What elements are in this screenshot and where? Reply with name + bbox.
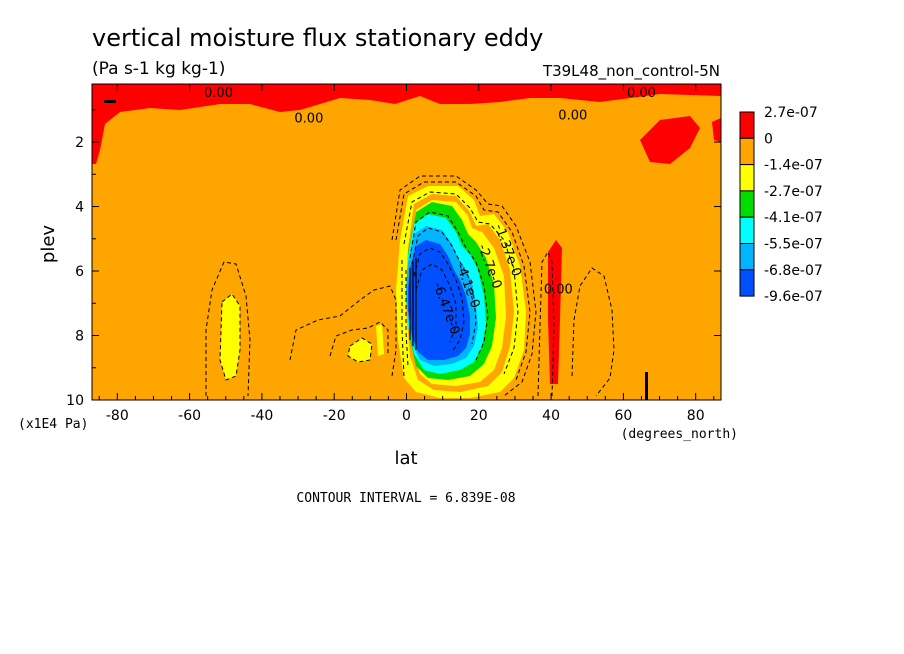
- contour-line-inner-1: [403, 191, 519, 375]
- red-strip-40n: [548, 240, 562, 384]
- colorbar: 2.7e-07 0 -1.4e-07 -2.7e-07 -4.1e-07 -5.5e-07…: [739, 105, 823, 305]
- red-region-top-right: [640, 116, 700, 164]
- x-tick-label: -40: [250, 408, 273, 424]
- y-axis-units: (x1E4 Pa): [18, 417, 88, 432]
- contour-line-outer-2: [395, 181, 531, 381]
- contour-label: 0.00: [204, 86, 233, 101]
- yellow-blob-10s: [347, 337, 373, 363]
- chart-title: vertical moisture flux stationary eddy: [92, 24, 543, 52]
- contour-line-right-1: [571, 267, 615, 397]
- run-label: T39L48_non_control-5N: [542, 62, 720, 81]
- contour-line-inner-2: [409, 211, 489, 361]
- dense-contours: [409, 258, 417, 350]
- x-tick-label: 0: [402, 408, 411, 424]
- yellow-blob-2s: [376, 324, 384, 356]
- contour-line-left-3: [329, 321, 389, 357]
- y-tick-label: 4: [75, 200, 84, 216]
- top-left-dash: [104, 100, 116, 103]
- contour-label: 0.00: [558, 108, 587, 123]
- contour-line-center-left: [401, 260, 405, 377]
- colorbar-swatch: [739, 269, 755, 297]
- colorbar-swatch: [739, 243, 755, 271]
- contour-line-left-1: [205, 261, 251, 397]
- y-axis: 2 4 6 8 10: [66, 109, 721, 409]
- y-tick-label: 10: [66, 393, 84, 409]
- contour-line-inner-4: [413, 247, 465, 353]
- colorbar-label: 0: [764, 131, 773, 147]
- contour-line-right-2: [537, 250, 555, 397]
- dashed-contours: [205, 175, 615, 397]
- colorbar-swatch: [739, 137, 755, 166]
- colorbar-label: -6.8e-07: [764, 263, 823, 279]
- contour-line-left-2: [289, 285, 397, 377]
- x-tick-label: -20: [323, 408, 346, 424]
- colorbar-swatch: [739, 111, 755, 139]
- colorbar-label: -9.6e-07: [764, 289, 823, 305]
- x-tick-label: 20: [470, 408, 488, 424]
- contour-line-center-left-2: [405, 270, 409, 367]
- y-tick-label: 6: [75, 264, 84, 280]
- contour-label: 0.00: [294, 112, 323, 127]
- red-region-top: [92, 84, 721, 164]
- x-tick-label: 80: [687, 408, 705, 424]
- x-axis: -80 -60 -40 -20 0 20 40 60 80: [98, 84, 715, 424]
- contour-interval: CONTOUR INTERVAL = 6.839E-08: [296, 491, 515, 506]
- colorbar-label: -2.7e-07: [764, 184, 823, 200]
- colorbar-swatch: [739, 164, 755, 192]
- x-tick-label: -80: [106, 408, 129, 424]
- colorbar-label: -5.5e-07: [764, 237, 823, 253]
- yellow-blob-50s: [219, 293, 241, 381]
- x-axis-label: lat: [394, 448, 417, 469]
- contour-line-inner-3: [411, 227, 477, 345]
- colorbar-label: -1.4e-07: [764, 158, 823, 174]
- contour-line-outer: [391, 175, 537, 397]
- y-tick-label: 8: [75, 329, 84, 345]
- units-label: (Pa s-1 kg kg-1): [92, 59, 225, 79]
- x-tick-label: 40: [542, 408, 560, 424]
- colorbar-swatch: [739, 216, 755, 244]
- red-region-edge: [712, 118, 721, 142]
- colorbar-label: 2.7e-07: [764, 105, 818, 121]
- contour-label: 0.00: [544, 283, 573, 298]
- y-axis-label: plev: [38, 225, 59, 264]
- colorbar-label: -4.1e-07: [764, 210, 823, 226]
- plot-area: 0.000.00 0.000.000.00-1.37e-0-2.7e-0-4.1e…: [92, 84, 721, 400]
- x-tick-label: -60: [178, 408, 201, 424]
- x-tick-label: 60: [614, 408, 632, 424]
- x-axis-units: (degrees_north): [621, 427, 738, 442]
- colorbar-swatch: [739, 190, 755, 218]
- contour-label: 0.00: [627, 86, 656, 101]
- red-line-68n: [645, 372, 648, 400]
- y-tick-label: 2: [75, 135, 84, 151]
- contour-line-inner-5: [415, 263, 457, 343]
